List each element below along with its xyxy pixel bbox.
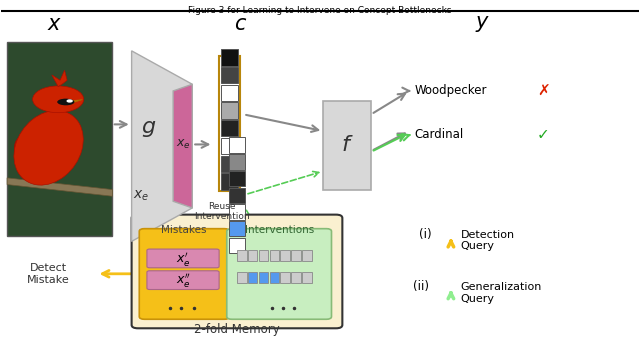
Bar: [280, 250, 290, 261]
Bar: [221, 67, 237, 83]
FancyBboxPatch shape: [227, 229, 332, 319]
Bar: [291, 250, 301, 261]
Bar: [280, 272, 290, 283]
Bar: [323, 101, 371, 190]
Bar: [221, 155, 237, 172]
Text: ✓: ✓: [537, 127, 550, 142]
Bar: [219, 56, 239, 191]
Ellipse shape: [14, 111, 83, 185]
Text: $g$: $g$: [141, 119, 157, 139]
Bar: [228, 154, 245, 169]
FancyBboxPatch shape: [147, 271, 219, 290]
Text: Mistakes: Mistakes: [161, 225, 207, 235]
Text: $x_e''$: $x_e''$: [175, 271, 191, 289]
Bar: [259, 272, 268, 283]
Polygon shape: [173, 84, 192, 208]
Ellipse shape: [57, 99, 74, 105]
Bar: [221, 138, 237, 154]
Ellipse shape: [14, 134, 61, 182]
Bar: [237, 250, 246, 261]
Bar: [248, 272, 257, 283]
Polygon shape: [68, 100, 83, 104]
Bar: [228, 138, 245, 153]
Bar: [269, 250, 279, 261]
FancyBboxPatch shape: [147, 249, 219, 268]
Text: Woodpecker: Woodpecker: [415, 84, 487, 97]
Text: $x_e$: $x_e$: [176, 138, 191, 151]
Text: Detection
Query: Detection Query: [461, 230, 515, 251]
Bar: [228, 188, 245, 203]
Text: Reuse
Intervention: Reuse Intervention: [195, 201, 250, 221]
Bar: [221, 102, 237, 119]
Text: Detect
Mistake: Detect Mistake: [28, 263, 70, 285]
Text: (ii): (ii): [413, 280, 429, 293]
Text: ✗: ✗: [537, 83, 550, 98]
Polygon shape: [52, 70, 67, 87]
Polygon shape: [132, 51, 192, 241]
Polygon shape: [7, 178, 113, 196]
Bar: [7, 43, 113, 236]
Text: Interventions: Interventions: [244, 225, 314, 235]
Text: Figure 3 for Learning to Intervene on Concept Bottlenecks: Figure 3 for Learning to Intervene on Co…: [188, 6, 452, 15]
FancyBboxPatch shape: [140, 229, 229, 319]
Text: Generalization
Query: Generalization Query: [461, 282, 542, 304]
Bar: [259, 250, 268, 261]
Text: (i): (i): [419, 228, 431, 241]
Bar: [248, 250, 257, 261]
Text: 2-fold Memory: 2-fold Memory: [194, 323, 280, 336]
Bar: [237, 272, 246, 283]
Text: Cardinal: Cardinal: [415, 128, 464, 141]
Text: $x_e$: $x_e$: [133, 189, 149, 203]
Bar: [221, 173, 237, 190]
Bar: [269, 272, 279, 283]
Bar: [228, 238, 245, 253]
Bar: [221, 120, 237, 137]
Circle shape: [33, 86, 84, 113]
Bar: [221, 85, 237, 101]
Bar: [302, 272, 312, 283]
Bar: [221, 49, 237, 66]
Bar: [228, 171, 245, 186]
Bar: [302, 250, 312, 261]
FancyBboxPatch shape: [132, 215, 342, 328]
Text: $y$: $y$: [476, 14, 490, 34]
Circle shape: [67, 99, 73, 103]
Bar: [291, 272, 301, 283]
Text: $x_e'$: $x_e'$: [175, 250, 190, 268]
Text: $c$: $c$: [234, 14, 247, 34]
Text: $x$: $x$: [47, 14, 63, 34]
Bar: [228, 221, 245, 236]
Text: $f$: $f$: [341, 135, 354, 155]
Bar: [228, 204, 245, 220]
